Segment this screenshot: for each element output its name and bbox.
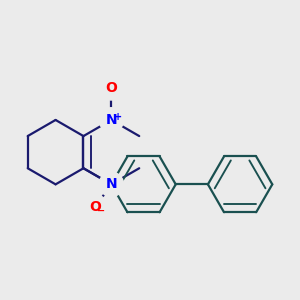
Text: +: + (113, 112, 122, 122)
Circle shape (83, 195, 107, 219)
Text: N: N (106, 177, 117, 191)
Circle shape (99, 172, 124, 196)
Text: −: − (97, 206, 105, 216)
Text: N: N (106, 113, 117, 127)
Text: O: O (89, 200, 101, 214)
Circle shape (99, 76, 124, 100)
Circle shape (99, 108, 124, 132)
Text: O: O (105, 81, 117, 95)
